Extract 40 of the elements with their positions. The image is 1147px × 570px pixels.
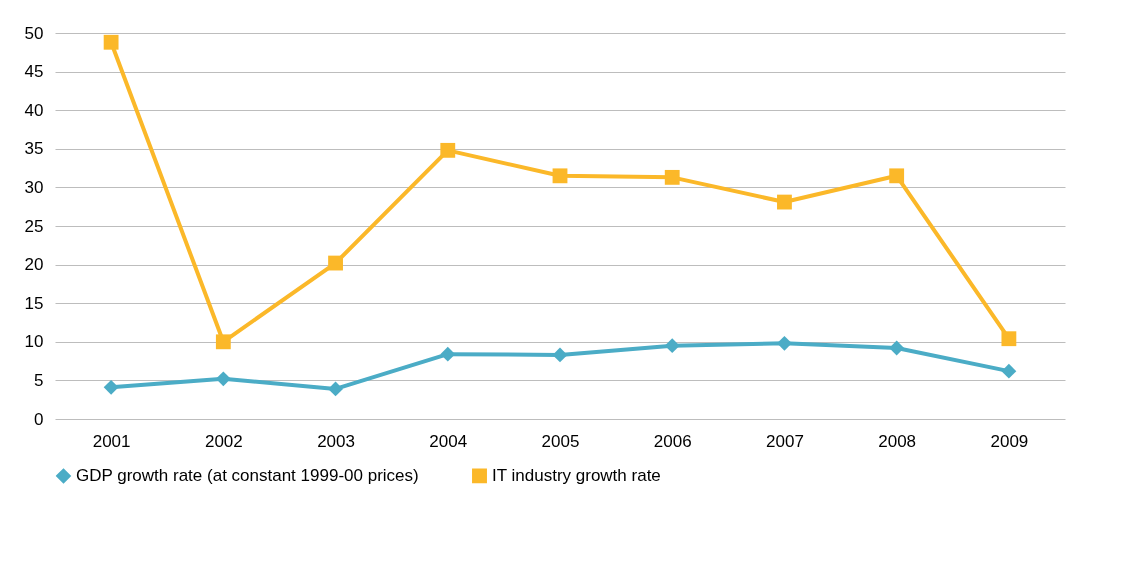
point <box>215 371 231 387</box>
y-tick-label: 40 <box>24 100 44 120</box>
point <box>440 346 456 362</box>
point <box>1001 331 1017 347</box>
point <box>889 168 905 184</box>
point <box>777 194 792 210</box>
point <box>103 379 119 395</box>
x-tick-label: 2004 <box>429 431 468 451</box>
x-tick-label: 2001 <box>92 431 131 451</box>
point <box>889 340 905 356</box>
x-tick-label: 2006 <box>653 431 692 451</box>
point <box>777 335 792 351</box>
point <box>328 255 343 271</box>
y-tick-label: 10 <box>24 332 44 352</box>
y-tick-label: 15 <box>24 293 44 313</box>
x-tick-label: 2007 <box>766 431 804 451</box>
x-tick-label: 2008 <box>878 431 917 451</box>
y-tick-label: 5 <box>34 370 44 390</box>
point <box>103 34 119 50</box>
x-tick-label: 2002 <box>204 431 243 451</box>
point <box>664 169 680 185</box>
legend-label: IT industry growth rate <box>492 465 661 485</box>
x-tick-label: 2005 <box>541 431 580 451</box>
x-tick-label: 2003 <box>317 431 355 451</box>
point <box>440 142 456 158</box>
y-tick-label: 30 <box>24 177 44 197</box>
point <box>328 381 343 397</box>
x-tick-label: 2009 <box>990 431 1029 451</box>
y-tick-label: 45 <box>24 62 44 82</box>
point <box>552 168 568 184</box>
y-tick-label: 20 <box>24 255 44 275</box>
y-tick-label: 50 <box>24 23 44 43</box>
y-tick-label: 25 <box>24 216 44 236</box>
point <box>215 334 231 350</box>
point <box>664 338 680 354</box>
y-tick-label: 0 <box>34 409 44 429</box>
point <box>552 347 568 363</box>
legend-label: GDP growth rate (at constant 1999-00 prices) <box>76 465 419 485</box>
y-tick-label: 35 <box>24 139 44 159</box>
point <box>1001 363 1017 379</box>
